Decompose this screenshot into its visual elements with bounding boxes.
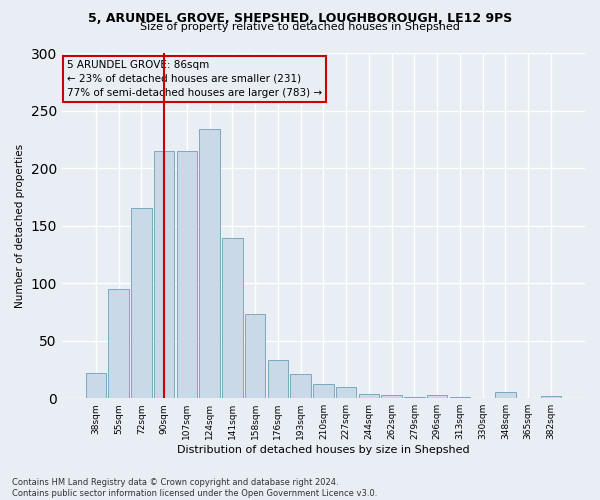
Bar — [359, 394, 379, 398]
Bar — [427, 395, 448, 398]
Bar — [222, 238, 242, 398]
Bar — [245, 314, 265, 398]
Text: 5 ARUNDEL GROVE: 86sqm
← 23% of detached houses are smaller (231)
77% of semi-de: 5 ARUNDEL GROVE: 86sqm ← 23% of detached… — [67, 60, 322, 98]
Bar — [313, 384, 334, 398]
Bar — [176, 151, 197, 398]
X-axis label: Distribution of detached houses by size in Shepshed: Distribution of detached houses by size … — [177, 445, 470, 455]
Bar — [131, 208, 152, 398]
Text: 5, ARUNDEL GROVE, SHEPSHED, LOUGHBOROUGH, LE12 9PS: 5, ARUNDEL GROVE, SHEPSHED, LOUGHBOROUGH… — [88, 12, 512, 26]
Bar — [109, 289, 129, 398]
Bar — [290, 374, 311, 398]
Text: Size of property relative to detached houses in Shepshed: Size of property relative to detached ho… — [140, 22, 460, 32]
Bar — [86, 373, 106, 398]
Bar — [268, 360, 288, 398]
Bar — [154, 151, 175, 398]
Bar — [450, 397, 470, 398]
Bar — [382, 395, 402, 398]
Bar — [199, 129, 220, 398]
Text: Contains HM Land Registry data © Crown copyright and database right 2024.
Contai: Contains HM Land Registry data © Crown c… — [12, 478, 377, 498]
Bar — [404, 397, 425, 398]
Bar — [336, 386, 356, 398]
Bar — [541, 396, 561, 398]
Bar — [495, 392, 516, 398]
Y-axis label: Number of detached properties: Number of detached properties — [15, 144, 25, 308]
